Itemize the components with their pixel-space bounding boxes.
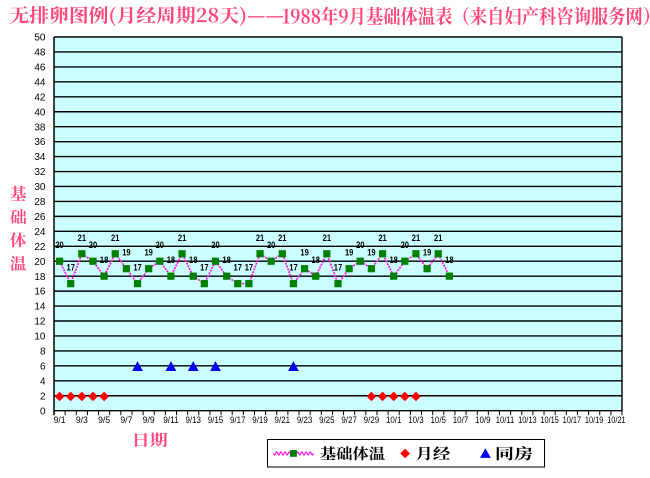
svg-text:18: 18 xyxy=(34,272,46,283)
svg-text:21: 21 xyxy=(78,233,87,244)
svg-text:21: 21 xyxy=(111,233,120,244)
svg-text:21: 21 xyxy=(434,233,443,244)
svg-text:21: 21 xyxy=(412,233,421,244)
svg-text:10/15: 10/15 xyxy=(540,415,559,425)
svg-text:40: 40 xyxy=(34,107,46,118)
svg-text:50: 50 xyxy=(34,33,46,44)
svg-text:38: 38 xyxy=(34,122,46,133)
svg-text:9/25: 9/25 xyxy=(319,415,335,425)
svg-text:20: 20 xyxy=(211,240,219,251)
svg-text:17: 17 xyxy=(200,263,208,274)
svg-text:19: 19 xyxy=(423,248,431,259)
svg-text:9/7: 9/7 xyxy=(120,415,132,425)
svg-text:10/17: 10/17 xyxy=(563,415,582,425)
svg-text:20: 20 xyxy=(89,240,97,251)
svg-text:10/7: 10/7 xyxy=(453,415,469,425)
svg-text:0: 0 xyxy=(40,406,46,417)
svg-text:34: 34 xyxy=(34,152,46,163)
svg-text:48: 48 xyxy=(34,48,46,59)
svg-text:22: 22 xyxy=(34,242,46,253)
svg-text:20: 20 xyxy=(34,257,46,268)
svg-text:4: 4 xyxy=(40,376,46,387)
svg-text:10/19: 10/19 xyxy=(585,415,604,425)
svg-text:19: 19 xyxy=(122,248,130,259)
svg-text:18: 18 xyxy=(189,255,197,266)
svg-text:46: 46 xyxy=(34,63,46,74)
svg-text:17: 17 xyxy=(133,263,141,274)
svg-text:18: 18 xyxy=(222,255,230,266)
svg-text:17: 17 xyxy=(234,263,242,274)
svg-text:10/5: 10/5 xyxy=(430,415,446,425)
svg-text:42: 42 xyxy=(34,92,46,103)
svg-text:17: 17 xyxy=(334,263,342,274)
svg-text:26: 26 xyxy=(34,212,46,223)
svg-text:21: 21 xyxy=(323,233,332,244)
svg-text:17: 17 xyxy=(67,263,75,274)
svg-text:18: 18 xyxy=(445,255,453,266)
svg-text:21: 21 xyxy=(378,233,387,244)
svg-text:9/15: 9/15 xyxy=(208,415,224,425)
svg-text:10/9: 10/9 xyxy=(475,415,491,425)
svg-text:32: 32 xyxy=(34,167,46,178)
svg-text:19: 19 xyxy=(345,248,353,259)
svg-text:10/11: 10/11 xyxy=(496,415,515,425)
svg-text:9/17: 9/17 xyxy=(230,415,246,425)
svg-text:18: 18 xyxy=(312,255,320,266)
svg-text:10/1: 10/1 xyxy=(386,415,402,425)
svg-text:17: 17 xyxy=(289,263,297,274)
svg-text:17: 17 xyxy=(245,263,253,274)
svg-text:9/19: 9/19 xyxy=(252,415,268,425)
svg-text:30: 30 xyxy=(34,182,46,193)
svg-text:9/9: 9/9 xyxy=(143,415,155,425)
svg-text:9/1: 9/1 xyxy=(54,415,66,425)
svg-text:20: 20 xyxy=(356,240,364,251)
svg-text:9/29: 9/29 xyxy=(364,415,380,425)
svg-text:19: 19 xyxy=(367,248,375,259)
svg-text:9/3: 9/3 xyxy=(76,415,88,425)
svg-text:19: 19 xyxy=(144,248,152,259)
svg-text:36: 36 xyxy=(34,137,46,148)
svg-text:18: 18 xyxy=(389,255,397,266)
svg-text:2: 2 xyxy=(40,391,46,402)
svg-text:20: 20 xyxy=(55,240,63,251)
svg-text:20: 20 xyxy=(267,240,275,251)
svg-text:8: 8 xyxy=(40,347,46,358)
svg-text:21: 21 xyxy=(278,233,287,244)
svg-text:18: 18 xyxy=(167,255,175,266)
svg-text:9/23: 9/23 xyxy=(297,415,313,425)
svg-text:9/13: 9/13 xyxy=(185,415,201,425)
svg-text:24: 24 xyxy=(34,227,46,238)
svg-text:18: 18 xyxy=(100,255,108,266)
svg-text:9/11: 9/11 xyxy=(163,415,179,425)
svg-text:9/27: 9/27 xyxy=(341,415,357,425)
svg-text:9/5: 9/5 xyxy=(98,415,110,425)
svg-text:10: 10 xyxy=(34,332,46,343)
svg-text:16: 16 xyxy=(34,287,46,298)
svg-text:14: 14 xyxy=(34,302,46,313)
svg-text:28: 28 xyxy=(34,197,46,208)
svg-text:20: 20 xyxy=(156,240,164,251)
svg-text:21: 21 xyxy=(178,233,187,244)
svg-text:10/3: 10/3 xyxy=(408,415,424,425)
svg-text:6: 6 xyxy=(40,361,46,372)
svg-text:21: 21 xyxy=(256,233,265,244)
svg-text:10/21: 10/21 xyxy=(607,415,626,425)
svg-text:10/13: 10/13 xyxy=(518,415,537,425)
svg-text:19: 19 xyxy=(300,248,308,259)
svg-text:20: 20 xyxy=(401,240,409,251)
svg-text:9/21: 9/21 xyxy=(275,415,291,425)
svg-text:44: 44 xyxy=(34,77,46,88)
svg-text:12: 12 xyxy=(34,317,46,328)
